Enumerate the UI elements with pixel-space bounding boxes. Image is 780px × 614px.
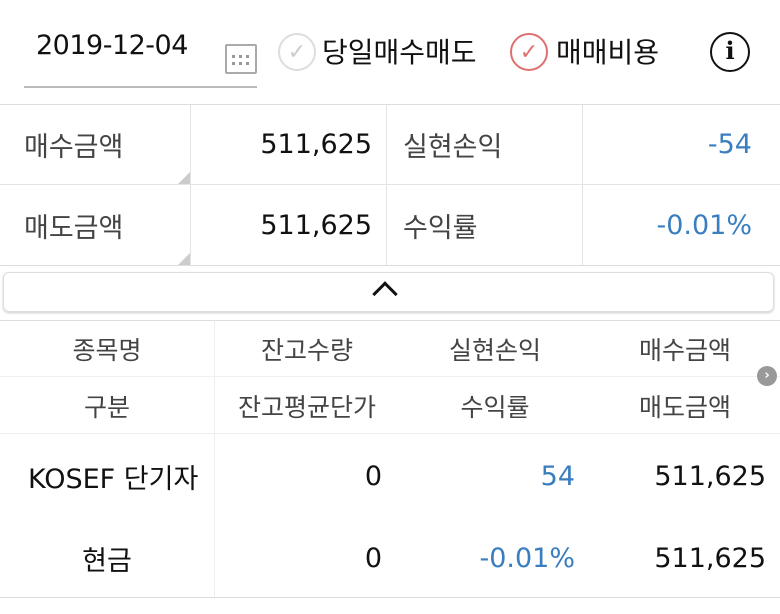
header-buy-amount: 매수금액	[638, 335, 731, 365]
divider	[0, 320, 780, 321]
header-balance-qty: 잔고수량	[260, 335, 353, 365]
header-sell-amount: 매도금액	[638, 392, 731, 422]
column-divider	[214, 320, 215, 597]
balance-qty: 0	[364, 542, 382, 574]
date-field[interactable]: 2019-12-04	[36, 30, 188, 61]
table-row[interactable]: KOSEF 단기자 0 54 511,625	[0, 436, 780, 516]
buy-amount-value: 511,625	[191, 105, 387, 185]
return-rate: -0.01%	[479, 542, 575, 574]
stock-name: KOSEF 단기자	[28, 463, 199, 495]
info-icon[interactable]: i	[710, 32, 750, 72]
summary-table: 매수금액 511,625 실현손익 -54 매도금액 511,625 수익률 -…	[0, 104, 780, 266]
table-row[interactable]: 현금 0 -0.01% 511,625	[0, 518, 780, 598]
realized-pnl-value: -54	[583, 105, 780, 185]
check-icon: ✓	[287, 39, 307, 65]
header-avg-price: 잔고평균단가	[237, 392, 376, 422]
stock-name: 현금	[82, 545, 132, 577]
header-stock-name: 종목명	[72, 335, 142, 365]
fee-label[interactable]: 매매비용	[556, 36, 660, 69]
buy-amount-label: 매수금액	[0, 105, 191, 185]
calendar-icon[interactable]	[225, 44, 257, 74]
check-icon: ✓	[519, 39, 539, 65]
date-underline	[24, 86, 257, 88]
buy-amount: 511,625	[654, 460, 766, 492]
list-header-bottom: 구분 잔고평균단가 수익률 매도금액	[0, 377, 780, 434]
same-day-label[interactable]: 당일매수매도	[322, 36, 477, 69]
realized-pnl-label: 실현손익	[387, 105, 583, 185]
sell-amount: 511,625	[654, 542, 766, 574]
collapse-button[interactable]	[3, 272, 774, 312]
balance-qty: 0	[364, 460, 382, 492]
header-category: 구분	[83, 392, 130, 422]
list-header-top: 종목명 잔고수량 실현손익 매수금액	[0, 320, 780, 377]
header-realized-pnl: 실현손익	[448, 335, 541, 365]
header-return-rate: 수익률	[460, 392, 530, 422]
fee-checkbox[interactable]: ✓	[510, 33, 548, 71]
chevron-up-icon	[372, 281, 398, 307]
sell-amount-value: 511,625	[191, 185, 387, 265]
scroll-right-icon[interactable]: ›	[757, 366, 777, 386]
realized-pnl: 54	[540, 460, 575, 492]
same-day-checkbox[interactable]: ✓	[278, 33, 316, 71]
return-rate-value: -0.01%	[656, 209, 752, 241]
sell-amount-label: 매도금액	[0, 185, 191, 265]
return-rate-label: 수익률	[387, 185, 583, 265]
